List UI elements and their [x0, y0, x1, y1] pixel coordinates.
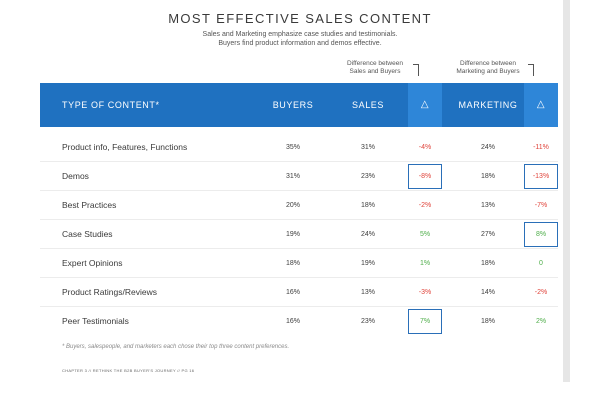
cell-marketing: 18%	[480, 260, 495, 267]
cell-delta2: -7%	[534, 202, 548, 209]
table-row: Demos 31% 23% -8% 18% -13%	[40, 162, 558, 191]
cell-sales: 23%	[360, 318, 375, 325]
cell-delta1: -4%	[418, 144, 432, 151]
cell-buyers: 19%	[285, 231, 300, 238]
cell-sales: 31%	[360, 144, 375, 151]
cell-sales: 24%	[360, 231, 375, 238]
annotation-line: Difference between	[347, 60, 403, 67]
page-title: MOST EFFECTIVE SALES CONTENT	[168, 11, 432, 26]
cell-delta1: -3%	[418, 289, 432, 296]
cell-marketing: 13%	[480, 202, 495, 209]
cell-delta2: -2%	[534, 289, 548, 296]
header-marketing: MARKETING	[458, 100, 518, 110]
report-page: MOST EFFECTIVE SALES CONTENT Sales and M…	[40, 0, 558, 402]
annotation-line: Marketing and Buyers	[456, 68, 520, 75]
cell-type: Best Practices	[62, 200, 117, 210]
table-row: Product Ratings/Reviews 16% 13% -3% 14% -2%	[40, 278, 558, 307]
header-delta-marketing: △	[524, 83, 558, 127]
table-row: Case Studies 19% 24% 5% 27% 8%	[40, 220, 558, 249]
cell-type: Peer Testimonials	[62, 316, 129, 326]
subtitle-line: Sales and Marketing emphasize case studi…	[202, 31, 398, 38]
cell-delta2: 0	[539, 260, 543, 267]
cell-delta2: 2%	[535, 318, 547, 325]
cell-delta1: -8%	[408, 164, 442, 189]
cell-type: Product Ratings/Reviews	[62, 287, 157, 297]
page-footer: CHAPTER 3 // RETHINK THE B2B BUYER'S JOU…	[62, 368, 195, 373]
cell-delta1: 1%	[419, 260, 431, 267]
cell-delta2: -13%	[524, 164, 558, 189]
cell-type: Product info, Features, Functions	[62, 142, 188, 152]
annotation-line: Difference between	[460, 60, 516, 67]
table-row: Expert Opinions 18% 19% 1% 18% 0	[40, 249, 558, 278]
scrollbar[interactable]	[563, 0, 570, 382]
table-body: Product info, Features, Functions 35% 31% -…	[40, 133, 558, 336]
cell-sales: 23%	[360, 173, 375, 180]
table-header: TYPE OF CONTENT* BUYERS SALES △ MARKETIN…	[40, 83, 558, 127]
annotation-bracket	[413, 64, 419, 76]
cell-sales: 18%	[360, 202, 375, 209]
cell-marketing: 18%	[480, 173, 495, 180]
subtitle-line: Buyers find product information and demo…	[218, 40, 382, 47]
table-row: Product info, Features, Functions 35% 31% -…	[40, 133, 558, 162]
cell-buyers: 35%	[285, 144, 300, 151]
cell-buyers: 18%	[285, 260, 300, 267]
cell-sales: 13%	[360, 289, 375, 296]
header-delta-sales: △	[408, 83, 442, 127]
cell-delta1: 7%	[408, 309, 442, 334]
annotation-bracket	[528, 64, 534, 76]
cell-delta2: -11%	[533, 144, 549, 151]
header-buyers: BUYERS	[272, 100, 314, 110]
cell-type: Demos	[62, 171, 89, 181]
cell-delta2: 8%	[524, 222, 558, 247]
cell-marketing: 18%	[480, 318, 495, 325]
annotation-sales-buyers: Difference between Sales and Buyers	[340, 60, 410, 76]
cell-type: Case Studies	[62, 229, 113, 239]
cell-marketing: 14%	[480, 289, 495, 296]
footnote: * Buyers, salespeople, and marketers eac…	[62, 344, 290, 350]
annotation-marketing-buyers: Difference between Marketing and Buyers	[452, 60, 524, 76]
table-row: Best Practices 20% 18% -2% 13% -7%	[40, 191, 558, 220]
header-type-of-content: TYPE OF CONTENT*	[62, 100, 160, 110]
cell-buyers: 16%	[285, 289, 300, 296]
cell-buyers: 20%	[285, 202, 300, 209]
annotation-line: Sales and Buyers	[349, 68, 401, 75]
cell-type: Expert Opinions	[62, 258, 123, 268]
cell-delta1: -2%	[418, 202, 432, 209]
cell-marketing: 24%	[480, 144, 495, 151]
cell-buyers: 16%	[285, 318, 300, 325]
cell-sales: 19%	[360, 260, 375, 267]
cell-marketing: 27%	[480, 231, 495, 238]
cell-buyers: 31%	[285, 173, 300, 180]
table-row: Peer Testimonials 16% 23% 7% 18% 2%	[40, 307, 558, 336]
header-sales: SALES	[351, 100, 385, 110]
page-subtitle: Sales and Marketing emphasize case studi…	[40, 30, 560, 48]
cell-delta1: 5%	[419, 231, 431, 238]
